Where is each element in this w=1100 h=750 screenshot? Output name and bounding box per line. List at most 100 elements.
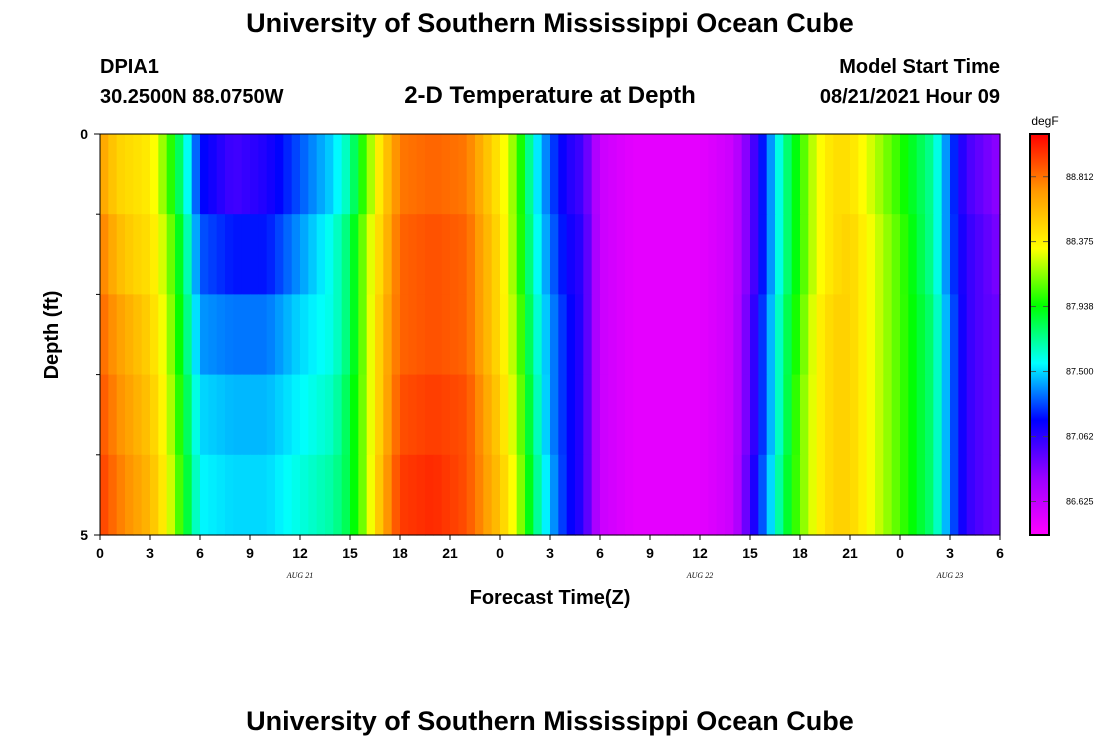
heatmap-cell <box>875 214 884 295</box>
heatmap-cell <box>300 374 309 456</box>
heatmap-cell <box>391 294 401 376</box>
heatmap-cell <box>400 454 409 536</box>
date-label: AUG 21 <box>286 571 313 580</box>
heatmap-cell <box>816 134 826 215</box>
heatmap-cell <box>216 214 226 295</box>
heatmap-cell <box>508 294 518 376</box>
heatmap-cell <box>233 214 243 295</box>
heatmap-cell <box>450 294 459 376</box>
heatmap-cell <box>941 374 951 456</box>
heatmap-cell <box>841 134 851 215</box>
heatmap-cell <box>141 214 151 295</box>
heatmap-cell <box>258 214 268 295</box>
heatmap-cell <box>191 454 201 536</box>
heatmap-cell <box>500 374 509 456</box>
heatmap-cell <box>391 214 401 295</box>
heatmap-cell <box>700 374 709 456</box>
heatmap-cell <box>316 374 326 456</box>
heatmap-cell <box>941 294 951 376</box>
heatmap-cell <box>883 214 893 295</box>
heatmap-cell <box>583 214 593 295</box>
heatmap-cell <box>350 214 359 295</box>
x-tick-label: 9 <box>646 545 654 561</box>
heatmap-cell <box>158 294 168 376</box>
heatmap-cell <box>441 294 451 376</box>
heatmap-cell <box>116 214 126 295</box>
heatmap-cell <box>283 454 293 536</box>
heatmap-cell <box>741 214 751 295</box>
heatmap-cell <box>816 214 826 295</box>
heatmap-cell <box>266 374 276 456</box>
x-tick-label: 21 <box>442 545 458 561</box>
heatmap-cell <box>475 454 484 536</box>
heatmap-cell <box>716 134 726 215</box>
x-tick-label: 18 <box>392 545 408 561</box>
heatmap-cell <box>891 454 901 536</box>
heatmap-cell <box>916 374 926 456</box>
heatmap-cell <box>100 454 109 536</box>
heatmap-cell <box>183 214 193 295</box>
heatmap-cell <box>375 134 384 215</box>
heatmap-cell <box>433 374 443 456</box>
heatmap-cell <box>500 294 509 376</box>
heatmap-cell <box>258 374 268 456</box>
x-tick-label: 15 <box>342 545 358 561</box>
heatmap-cell <box>350 454 359 536</box>
heatmap-cell <box>950 454 959 536</box>
heatmap-cell <box>991 454 1001 536</box>
heatmap-cell <box>983 214 993 295</box>
heatmap-cell <box>358 134 368 215</box>
heatmap-cell <box>733 294 743 376</box>
heatmap-cell <box>358 294 368 376</box>
heatmap-cell <box>275 294 284 376</box>
heatmap-cell <box>550 454 559 536</box>
heatmap-cell <box>833 214 843 295</box>
heatmap-cell <box>800 374 809 456</box>
heatmap-cell <box>958 294 968 376</box>
heatmap-cell <box>108 214 118 295</box>
heatmap-cell <box>675 294 684 376</box>
heatmap-cell <box>141 454 151 536</box>
heatmap-cell <box>500 134 509 215</box>
heatmap-cell <box>725 214 734 295</box>
heatmap-cell <box>441 134 451 215</box>
heatmap-cell <box>808 214 818 295</box>
heatmap-cell <box>316 214 326 295</box>
y-tick-label: 5 <box>80 527 88 543</box>
heatmap-cell <box>225 294 234 376</box>
heatmap-cell <box>475 214 484 295</box>
heatmap-cell <box>708 214 718 295</box>
heatmap-cell <box>250 454 259 536</box>
heatmap-cell <box>266 214 276 295</box>
heatmap-cell <box>750 294 759 376</box>
heatmap-cell <box>416 454 426 536</box>
heatmap-cell <box>308 214 318 295</box>
heatmap-cell <box>133 134 143 215</box>
x-tick-label: 12 <box>292 545 308 561</box>
heatmap-cell <box>691 294 701 376</box>
heatmap-cell <box>366 214 376 295</box>
heatmap-cell <box>541 454 551 536</box>
heatmap-cell <box>216 294 226 376</box>
heatmap-cell <box>658 214 668 295</box>
heatmap-cell <box>883 294 893 376</box>
heatmap-cell <box>758 454 768 536</box>
heatmap-cell <box>808 134 818 215</box>
heatmap-cell <box>900 454 909 536</box>
heatmap-cell <box>925 294 934 376</box>
colorbar-tick-label: 87.500 <box>1066 367 1094 377</box>
heatmap-cell <box>550 374 559 456</box>
heatmap-cell <box>766 214 776 295</box>
x-tick-label: 0 <box>96 545 104 561</box>
heatmap-cell <box>600 214 609 295</box>
heatmap-cell <box>283 214 293 295</box>
heatmap-cell <box>375 214 384 295</box>
heatmap-cell <box>650 214 659 295</box>
heatmap-cell <box>550 294 559 376</box>
heatmap-cell <box>983 374 993 456</box>
heatmap-cell <box>516 454 526 536</box>
heatmap-cell <box>691 214 701 295</box>
heatmap-cell <box>691 374 701 456</box>
heatmap-cell <box>866 374 876 456</box>
heatmap-cell <box>458 134 468 215</box>
